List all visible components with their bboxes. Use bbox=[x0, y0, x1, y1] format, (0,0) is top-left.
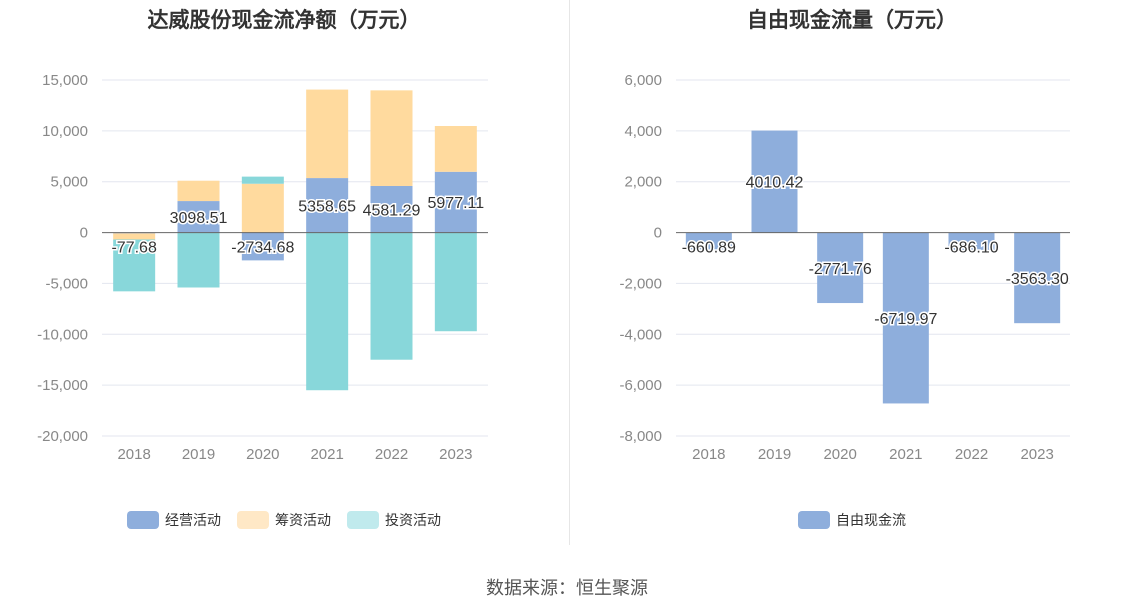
legend-label-financing: 筹资活动 bbox=[275, 512, 331, 528]
data-label: -660.89 bbox=[682, 240, 736, 257]
data-label: 3098.51 bbox=[170, 210, 228, 227]
bar-经营活动-2020 bbox=[241, 232, 284, 261]
y-tick-label: -2,000 bbox=[619, 275, 662, 292]
y-tick-label: 10,000 bbox=[42, 123, 88, 140]
y-tick-label: -6,000 bbox=[619, 377, 662, 394]
bar-自由现金流-2022 bbox=[948, 232, 995, 251]
y-tick-label: -20,000 bbox=[37, 428, 88, 445]
data-label: 5358.65 bbox=[298, 198, 356, 215]
data-label: 5977.11 bbox=[428, 195, 485, 212]
legend-label-investing: 投资活动 bbox=[385, 512, 441, 528]
data-source-note: 数据来源：恒生聚源 bbox=[486, 578, 648, 598]
y-tick-label: 4,000 bbox=[624, 123, 662, 140]
free-cashflow-chart: 6,000 4,000 2,000 0 -2,000 -4,000 -6,000 -8,000… bbox=[619, 72, 1070, 463]
data-label: -2771.76 bbox=[809, 261, 872, 278]
y-tick-label: -4,000 bbox=[619, 326, 662, 343]
x-tick-label: 2023 bbox=[1020, 446, 1053, 463]
legend-item-investing[interactable]: 投资活动 bbox=[347, 510, 441, 530]
data-label: -6719.97 bbox=[874, 311, 937, 328]
y-tick-label: -10,000 bbox=[37, 326, 88, 343]
y-tick-label: 5,000 bbox=[50, 174, 88, 191]
legend-item-financing[interactable]: 筹资活动 bbox=[237, 510, 331, 530]
bar-自由现金流-2021 bbox=[882, 232, 929, 404]
y-tick-label: 0 bbox=[80, 225, 88, 242]
bar-自由现金流-2020 bbox=[817, 232, 864, 304]
bar-投资活动-2022 bbox=[370, 232, 413, 360]
legend-item-operating[interactable]: 经营活动 bbox=[127, 510, 221, 530]
bar-自由现金流-2019 bbox=[751, 130, 798, 233]
bar-投资活动-2021 bbox=[306, 232, 349, 391]
x-tick-label: 2018 bbox=[692, 446, 725, 463]
bar-投资活动-2019 bbox=[177, 232, 220, 288]
bar-投资活动-2018 bbox=[113, 239, 156, 292]
legend-swatch-financing bbox=[237, 511, 269, 529]
data-label: -3563.30 bbox=[1006, 271, 1069, 288]
x-tick-label: 2020 bbox=[823, 446, 856, 463]
cashflow-net-legend: 经营活动 筹资活动 投资活动 bbox=[0, 510, 568, 530]
legend-swatch-free-cashflow bbox=[798, 511, 830, 529]
x-tick-label: 2021 bbox=[310, 446, 343, 463]
bar-经营活动-2021 bbox=[306, 178, 349, 233]
bar-投资活动-2023 bbox=[434, 232, 477, 332]
bar-自由现金流-2018 bbox=[685, 232, 732, 250]
bar-筹资活动-2018 bbox=[113, 233, 156, 240]
x-tick-label: 2022 bbox=[375, 446, 408, 463]
legend-swatch-investing bbox=[347, 511, 379, 529]
legend-item-free-cashflow[interactable]: 自由现金流 bbox=[798, 510, 906, 530]
data-label: -77.68 bbox=[111, 240, 156, 257]
x-tick-label: 2019 bbox=[758, 446, 791, 463]
cashflow-net-chart: 15,000 10,000 5,000 0 -5,000 -10,000 -15,000 -2… bbox=[37, 72, 488, 463]
y-tick-label: -15,000 bbox=[37, 377, 88, 394]
x-tick-label: 2019 bbox=[182, 446, 215, 463]
free-cashflow-legend: 自由现金流 bbox=[570, 510, 1134, 530]
bar-自由现金流-2023 bbox=[1014, 232, 1061, 324]
free-cashflow-chart-panel: 自由现金流量（万元） 6,000 4,000 2,000 0 -2,000 -4,000 -… bbox=[570, 0, 1134, 545]
bar-经营活动-2023 bbox=[434, 171, 477, 233]
bar-筹资活动-2019 bbox=[177, 180, 220, 202]
data-label: -686.10 bbox=[944, 240, 998, 257]
x-tick-label: 2021 bbox=[889, 446, 922, 463]
legend-label-operating: 经营活动 bbox=[165, 512, 221, 528]
cashflow-net-chart-title: 达威股份现金流净额（万元） bbox=[147, 9, 421, 32]
x-tick-label: 2020 bbox=[246, 446, 279, 463]
bar-经营活动-2019 bbox=[177, 201, 220, 233]
x-tick-label: 2023 bbox=[439, 446, 472, 463]
data-label: 4581.29 bbox=[363, 202, 421, 219]
x-tick-label: 2018 bbox=[117, 446, 150, 463]
bar-筹资活动-2021 bbox=[306, 89, 349, 179]
bar-筹资活动-2023 bbox=[434, 126, 477, 172]
cashflow-net-chart-panel: 达威股份现金流净额（万元） 15,000 10,000 5,000 0 -5,000 -1… bbox=[0, 0, 568, 545]
x-tick-label: 2022 bbox=[955, 446, 988, 463]
data-label: 4010.42 bbox=[746, 175, 804, 192]
panel-divider bbox=[569, 0, 570, 545]
y-tick-label: 6,000 bbox=[624, 72, 662, 89]
y-tick-label: -5,000 bbox=[45, 275, 88, 292]
y-tick-label: 15,000 bbox=[42, 72, 88, 89]
legend-swatch-operating bbox=[127, 511, 159, 529]
free-cashflow-chart-title: 自由现金流量（万元） bbox=[747, 9, 957, 32]
bar-经营活动-2022 bbox=[370, 185, 413, 233]
bar-筹资活动-2022 bbox=[370, 90, 413, 186]
legend-label-free-cashflow: 自由现金流 bbox=[836, 512, 906, 528]
y-tick-label: 0 bbox=[654, 225, 662, 242]
bar-投资活动-2020 bbox=[241, 176, 284, 184]
bar-筹资活动-2020 bbox=[241, 183, 284, 233]
data-label: -2734.68 bbox=[231, 239, 294, 256]
y-tick-label: 2,000 bbox=[624, 174, 662, 191]
y-tick-label: -8,000 bbox=[619, 428, 662, 445]
